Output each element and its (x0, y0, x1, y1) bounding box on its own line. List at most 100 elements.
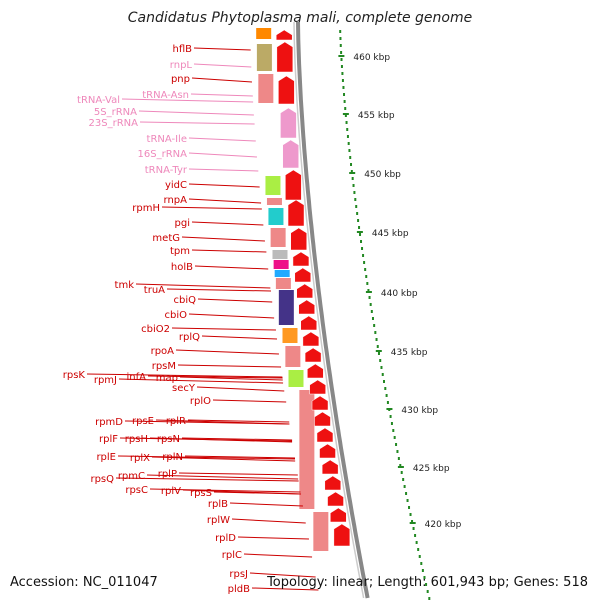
scale-dot (403, 485, 406, 488)
feature-label: rplE (96, 452, 116, 463)
scale-dot (368, 296, 371, 299)
feature-label: rplQ (179, 332, 200, 343)
scale-dot (395, 443, 398, 446)
scale-dot (423, 576, 426, 579)
gene-arrow (294, 267, 312, 283)
leader-line (237, 536, 309, 540)
scale-dot (384, 387, 387, 390)
scale-dot (346, 135, 349, 138)
scale-dot (344, 114, 347, 117)
gene-arrow (276, 41, 294, 73)
gene-block (256, 28, 272, 39)
feature-label: rpsK (63, 370, 86, 381)
gene-block (265, 176, 281, 195)
scale-label: 425 kbp (413, 464, 450, 474)
scale-dot (344, 107, 347, 110)
gene-arrow (287, 199, 305, 227)
scale-dot (340, 58, 343, 61)
scale-dot (374, 331, 377, 334)
map-title: Candidatus Phytoplasma mali, complete ge… (127, 10, 473, 26)
scale-dot (409, 513, 412, 516)
leader-line (188, 313, 275, 319)
scale-tick (386, 408, 393, 410)
feature-label: tRNA-Ile (147, 134, 187, 145)
feature-label: rnpA (164, 195, 188, 206)
scale-dot (339, 30, 342, 33)
accession-text: Accession: NC_011047 (10, 575, 158, 590)
feature-label: rnpL (170, 60, 193, 71)
leader-line (86, 373, 283, 378)
scale-dot (381, 373, 384, 376)
feature-label: rplN (162, 452, 183, 463)
leader-line (115, 477, 299, 482)
leader-line (201, 335, 278, 340)
feature-label: rplR (166, 416, 186, 427)
scale-dot (369, 303, 372, 306)
gene-arrow (314, 411, 331, 427)
feature-label: rplB (208, 499, 228, 510)
gene-arrow (280, 107, 297, 139)
gene-arrow (309, 379, 326, 395)
scale-dot (396, 450, 399, 453)
feature-label: rpsN (157, 434, 180, 445)
scale-tick (338, 55, 345, 57)
leader-line (149, 488, 301, 493)
leader-line (146, 474, 299, 480)
feature-label: pgi (175, 218, 190, 229)
leader-line (193, 63, 252, 68)
feature-label: rpsE (132, 416, 154, 427)
scale-dot (357, 219, 360, 222)
feature-label: rplX (130, 453, 150, 464)
scale-dot (345, 121, 348, 124)
scale-dot (350, 163, 353, 166)
scale-dot (406, 499, 409, 502)
feature-label: cbiO (165, 310, 188, 321)
feature-label: 16S_rRNA (138, 149, 188, 160)
feature-track (256, 28, 351, 551)
leader-line (181, 236, 265, 242)
feature-label: cbiO2 (141, 324, 170, 335)
scale-dot (370, 310, 373, 313)
feature-label: rpmD (95, 417, 123, 428)
scale-label: 445 kbp (372, 229, 409, 239)
backbone-inner-line (293, 21, 365, 599)
gene-arrow (324, 475, 342, 491)
leader-line (229, 502, 303, 507)
scale-tick (409, 522, 416, 524)
leader-line (181, 437, 293, 441)
scale-label: 455 kbp (358, 111, 395, 121)
feature-label: rplD (215, 533, 236, 544)
scale-dot (414, 534, 417, 537)
scale-dot (349, 156, 352, 159)
scale-dot (383, 380, 386, 383)
gene-arrow (290, 227, 307, 251)
scale-dot (341, 72, 344, 75)
scale-dot (340, 51, 343, 54)
scale-dot (418, 555, 421, 558)
feature-label: rplF (99, 434, 118, 445)
scale-dot (425, 583, 428, 586)
scale-tick (365, 291, 372, 293)
scale-dot (358, 226, 361, 229)
gene-arrow (282, 139, 299, 169)
gene-block (282, 328, 298, 343)
feature-label: yidC (165, 180, 187, 191)
gene-block (275, 278, 291, 289)
gene-block (278, 290, 294, 325)
leader-line (188, 152, 257, 158)
leader-line (121, 98, 254, 103)
leader-line (117, 455, 296, 460)
gene-arrow (321, 459, 339, 475)
scale-dot (399, 464, 402, 467)
feature-label: rpoA (151, 346, 175, 357)
feature-label: cbiQ (174, 295, 197, 306)
leader-line (194, 265, 269, 270)
scale-dot (426, 590, 429, 593)
feature-label: tRNA-Val (77, 95, 120, 106)
leader-line (135, 283, 271, 289)
scale-dot (375, 338, 378, 341)
gene-arrow (278, 75, 295, 105)
feature-label: 23S_rRNA (89, 118, 139, 129)
gene-block (268, 208, 284, 225)
